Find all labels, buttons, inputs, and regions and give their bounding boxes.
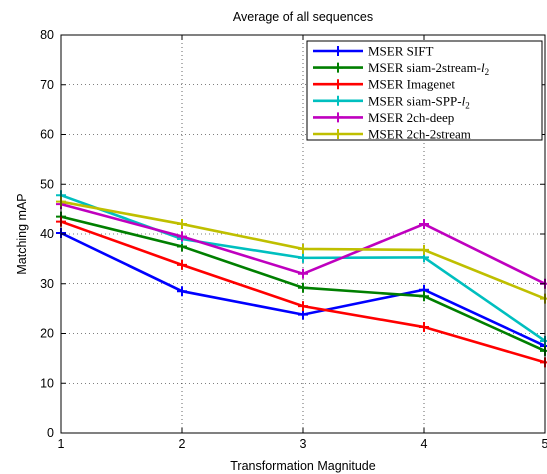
- data-point: [177, 219, 187, 230]
- legend-item: MSER 2ch-deep: [313, 110, 454, 125]
- x-tick-label: 2: [179, 437, 186, 451]
- data-point: [177, 259, 187, 270]
- x-tick-label: 4: [421, 437, 428, 451]
- data-point: [298, 301, 308, 312]
- x-axis-label: Transformation Magnitude: [230, 459, 375, 473]
- x-tick-label: 1: [58, 437, 65, 451]
- legend-label: MSER 2ch-2stream: [368, 127, 471, 142]
- y-tick-label: 60: [40, 128, 54, 142]
- data-point: [177, 231, 187, 242]
- y-axis-label: Matching mAP: [15, 193, 29, 274]
- legend-label: MSER siam-SPP-l2: [368, 93, 470, 110]
- legend-marker: [333, 129, 343, 139]
- y-tick-label: 30: [40, 277, 54, 291]
- data-point: [419, 291, 429, 302]
- data-point: [298, 309, 308, 320]
- grid: [61, 35, 545, 433]
- chart-title: Average of all sequences: [233, 10, 373, 24]
- legend-marker: [333, 95, 343, 106]
- data-point: [298, 268, 308, 279]
- x-tick-label: 3: [300, 437, 307, 451]
- y-tick-label: 10: [40, 376, 54, 390]
- data-point: [177, 286, 187, 297]
- y-tick-label: 40: [40, 227, 54, 241]
- data-point: [419, 219, 429, 230]
- legend-marker: [333, 112, 343, 123]
- legend-item: MSER 2ch-2stream: [313, 127, 471, 142]
- legend-label: MSER Imagenet: [368, 77, 455, 92]
- legend-label: MSER 2ch-deep: [368, 110, 454, 125]
- data-point: [298, 282, 308, 293]
- legend-box: [306, 40, 543, 141]
- data-point: [298, 243, 308, 254]
- legend-item: MSER siam-SPP-l2: [313, 93, 470, 110]
- legend-marker: [333, 46, 343, 56]
- legend-item: MSER Imagenet: [313, 77, 455, 92]
- x-tick-label: 5: [542, 437, 547, 451]
- legend-label: MSER SIFT: [368, 44, 433, 59]
- y-tick-label: 70: [40, 78, 54, 92]
- legend-item: MSER SIFT: [313, 44, 433, 59]
- legend-marker: [333, 62, 343, 73]
- legend-label: MSER siam-2stream-l2: [368, 60, 489, 77]
- legend-item: MSER siam-2stream-l2: [313, 60, 489, 77]
- series-1: [56, 228, 547, 351]
- series-layer: [56, 190, 547, 368]
- y-tick-label: 0: [47, 426, 54, 440]
- data-point: [298, 252, 308, 263]
- data-point: [419, 322, 429, 333]
- y-tick-label: 50: [40, 177, 54, 191]
- legend-marker: [333, 79, 343, 90]
- data-point: [419, 244, 429, 255]
- y-tick-label: 80: [40, 28, 54, 42]
- y-tick-label: 20: [40, 327, 54, 341]
